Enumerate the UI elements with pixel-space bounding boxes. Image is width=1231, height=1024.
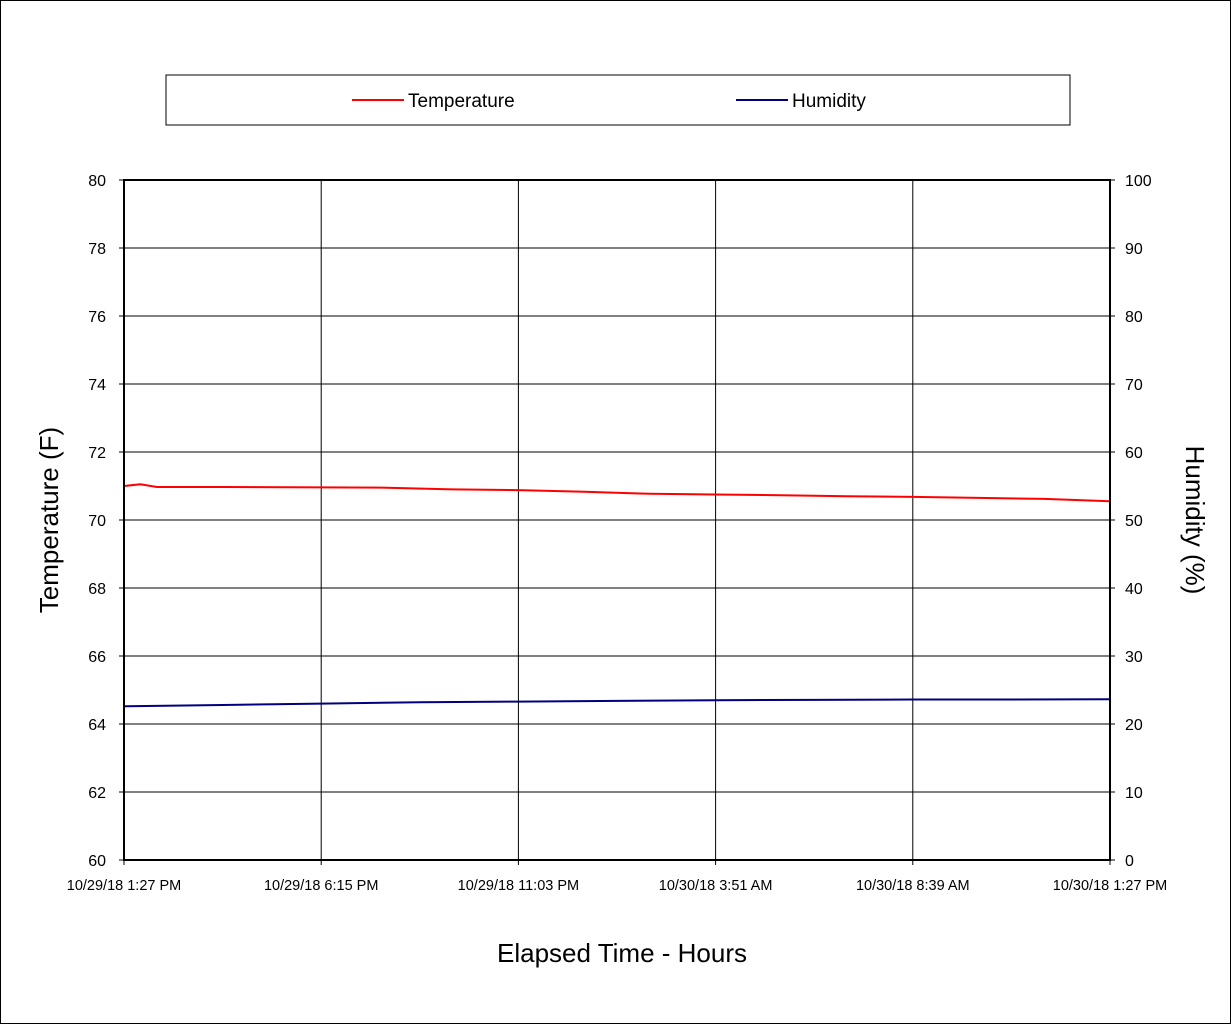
y-left-tick-label: 68 (88, 581, 106, 598)
ticks: 60 62 64 66 68 70 72 74 76 78 80 0 10 20 30 40 50 60 70 80 9… (67, 173, 1167, 894)
y-left-tick-label: 70 (88, 513, 106, 530)
legend-box (165, 74, 1071, 126)
y-right-tick-label: 60 (1125, 445, 1143, 462)
legend-label-humidity: Humidity (792, 91, 866, 112)
x-tick-label: 10/30/18 1:27 PM (1053, 878, 1167, 894)
y-left-tick-label: 66 (88, 649, 106, 666)
y-left-tick-label: 60 (88, 853, 106, 870)
x-tick-label: 10/29/18 1:27 PM (67, 878, 181, 894)
x-tick-label: 10/29/18 11:03 PM (458, 878, 579, 894)
x-tick-label: 10/30/18 3:51 AM (659, 878, 773, 894)
y-left-tick-label: 76 (88, 309, 106, 326)
x-tick-label: 10/29/18 6:15 PM (264, 878, 378, 894)
y-left-tick-label: 72 (88, 445, 106, 462)
y-right-tick-label: 30 (1125, 649, 1143, 666)
series-line-temperature (123, 483, 1111, 503)
series-line-humidity (123, 698, 1111, 708)
series-layer (123, 483, 1111, 708)
y-axis-left-title: Temperature (F) (34, 427, 64, 613)
x-tick-label: 10/30/18 8:39 AM (856, 878, 970, 894)
y-right-tick-label: 10 (1125, 785, 1143, 802)
y-right-tick-label: 90 (1125, 241, 1143, 258)
y-right-tick-label: 100 (1125, 173, 1152, 190)
y-left-tick-label: 64 (88, 717, 106, 734)
legend-label-temperature: Temperature (408, 91, 515, 112)
y-right-tick-label: 50 (1125, 513, 1143, 530)
y-right-tick-label: 20 (1125, 717, 1143, 734)
x-axis-title: Elapsed Time - Hours (497, 938, 747, 968)
y-left-tick-label: 78 (88, 241, 106, 258)
grid (123, 179, 1111, 861)
y-axis-right-title: Humidity (%) (1180, 446, 1210, 595)
y-right-tick-label: 0 (1125, 853, 1134, 870)
y-right-tick-label: 40 (1125, 581, 1143, 598)
legend: Temperature Humidity (352, 91, 866, 112)
y-left-tick-label: 62 (88, 785, 106, 802)
y-left-tick-label: 74 (88, 377, 106, 394)
y-right-tick-label: 80 (1125, 309, 1143, 326)
y-right-tick-label: 70 (1125, 377, 1143, 394)
y-left-tick-label: 80 (88, 173, 106, 190)
